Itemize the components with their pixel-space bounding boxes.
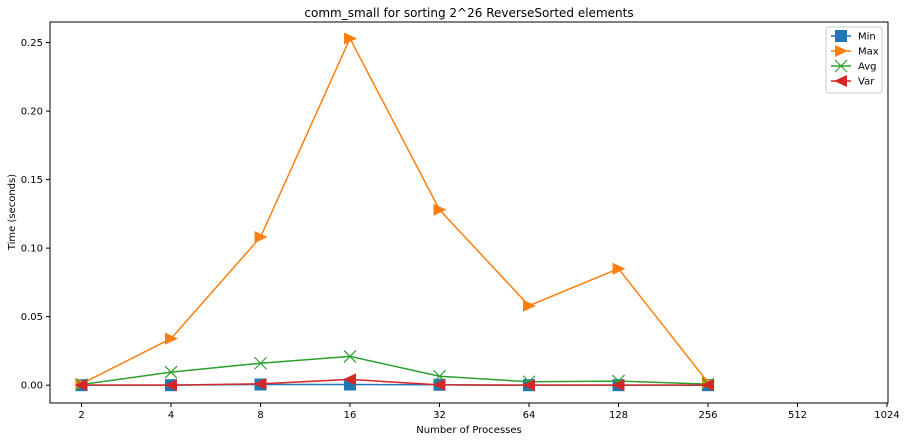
legend-label-min: Min xyxy=(858,32,876,43)
y-tick-label: 0.15 xyxy=(21,175,43,186)
series-line-max xyxy=(81,36,709,385)
x-axis: 2 4 8 16 32 64 128 256 512 1024 xyxy=(78,403,900,421)
x-tick-label: 8 xyxy=(257,410,263,421)
series-var xyxy=(74,373,714,392)
data-point-var xyxy=(522,379,535,392)
data-point-var xyxy=(253,377,267,390)
data-point-avg xyxy=(254,356,267,370)
data-point-var xyxy=(611,379,625,392)
y-tick-label: 0.00 xyxy=(21,381,43,392)
marker-stroke xyxy=(254,356,267,370)
x-tick-label: 64 xyxy=(523,410,536,421)
data-point-max xyxy=(612,262,626,275)
legend-marker-var xyxy=(834,75,847,87)
x-tick-label: 4 xyxy=(168,410,174,421)
plot-frame xyxy=(49,21,889,404)
legend: Min Max Avg Var xyxy=(825,26,883,94)
y-tick-label: 0.10 xyxy=(21,244,43,255)
data-point-avg xyxy=(343,349,357,363)
data-point-var xyxy=(74,379,88,392)
legend-box xyxy=(825,26,883,94)
x-tick-label: 2 xyxy=(78,410,84,421)
data-point-var xyxy=(164,379,177,392)
x-tick-label: 512 xyxy=(788,410,807,421)
legend-marker-max xyxy=(835,45,848,57)
marker-stroke xyxy=(834,59,848,73)
series-line-var xyxy=(81,378,708,386)
y-axis-label: Time (seconds) xyxy=(7,174,18,251)
marker-stroke xyxy=(433,369,446,383)
chart-title: comm_small for sorting 2^26 ReverseSorte… xyxy=(304,6,633,20)
data-point-var xyxy=(343,373,356,386)
y-axis: 0.00 0.05 0.10 0.15 0.20 0.25 xyxy=(21,38,50,392)
series-max xyxy=(75,32,715,390)
data-point-max xyxy=(433,203,447,216)
data-point-max xyxy=(165,332,178,345)
marker-stroke xyxy=(164,365,178,379)
legend-label-var: Var xyxy=(858,77,875,88)
series-line-avg xyxy=(81,355,709,386)
y-tick-label: 0.20 xyxy=(21,107,43,118)
series-layer xyxy=(74,32,715,392)
y-tick-label: 0.25 xyxy=(21,38,43,49)
legend-item-max: Max xyxy=(831,45,879,58)
legend-item-var: Var xyxy=(831,75,875,88)
legend-item-avg: Avg xyxy=(831,59,877,73)
x-tick-label: 256 xyxy=(698,410,717,421)
legend-label-avg: Avg xyxy=(858,62,877,73)
x-tick-label: 16 xyxy=(344,410,357,421)
series-avg xyxy=(75,349,715,391)
data-point-var xyxy=(432,378,446,391)
legend-marker-min xyxy=(835,30,847,42)
x-tick-label: 128 xyxy=(609,410,628,421)
legend-label-max: Max xyxy=(858,47,879,58)
x-axis-label: Number of Processes xyxy=(416,425,521,436)
data-point-max xyxy=(344,32,357,45)
marker-stroke xyxy=(343,349,357,363)
y-tick-label: 0.05 xyxy=(21,312,43,323)
data-point-var xyxy=(701,379,714,392)
data-point-avg xyxy=(164,365,178,379)
legend-marker-avg xyxy=(834,59,848,73)
data-point-max xyxy=(523,299,536,312)
legend-item-min: Min xyxy=(831,30,876,43)
data-point-max xyxy=(254,231,268,244)
x-tick-label: 32 xyxy=(433,410,446,421)
x-tick-label: 1024 xyxy=(874,410,899,421)
